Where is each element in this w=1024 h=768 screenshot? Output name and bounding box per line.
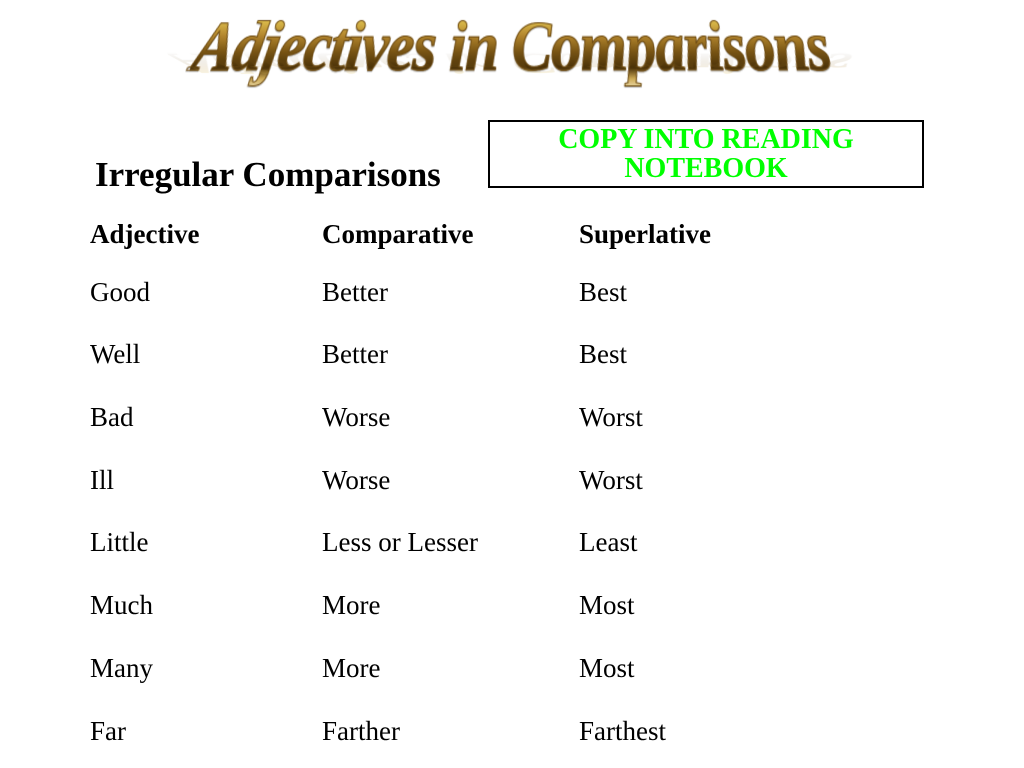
cell-adjective: Bad: [90, 403, 322, 433]
table-row: Well Better Best: [90, 340, 922, 370]
cell-superlative: Worst: [556, 466, 922, 496]
cell-adjective: Ill: [90, 466, 322, 496]
cell-adjective: Little: [90, 528, 322, 558]
cell-superlative: Best: [556, 278, 922, 308]
cell-comparative: More: [322, 654, 556, 684]
table-row: Ill Worse Worst: [90, 466, 922, 496]
table-row: Much More Most: [90, 591, 922, 621]
cell-comparative: Less or Lesser: [322, 528, 556, 558]
table-row: Many More Most: [90, 654, 922, 684]
cell-adjective: Good: [90, 278, 322, 308]
table-row: Little Less or Lesser Least: [90, 528, 922, 558]
cell-superlative: Farthest: [556, 717, 922, 747]
table-row: Bad Worse Worst: [90, 403, 922, 433]
cell-comparative: Worse: [322, 466, 556, 496]
col-header-superlative: Superlative: [556, 220, 922, 250]
cell-comparative: More: [322, 591, 556, 621]
slide: Adjectives in Comparisons Adjectives in …: [0, 0, 1024, 768]
cell-superlative: Most: [556, 591, 922, 621]
callout-box: COPY INTO READING NOTEBOOK: [488, 120, 924, 188]
cell-comparative: Worse: [322, 403, 556, 433]
col-header-adjective: Adjective: [90, 220, 322, 250]
cell-comparative: Better: [322, 340, 556, 370]
subtitle-text: Irregular Comparisons: [95, 155, 441, 194]
cell-superlative: Worst: [556, 403, 922, 433]
cell-adjective: Much: [90, 591, 322, 621]
callout-text: COPY INTO READING NOTEBOOK: [496, 125, 916, 184]
comparison-table: Adjective Comparative Superlative Good B…: [90, 220, 922, 746]
cell-superlative: Least: [556, 528, 922, 558]
title-wordart-reflection: Adjectives in Comparisons: [162, 46, 862, 79]
cell-superlative: Best: [556, 340, 922, 370]
cell-superlative: Most: [556, 654, 922, 684]
subtitle: Irregular Comparisons: [95, 155, 441, 195]
table-row: Good Better Best: [90, 278, 922, 308]
cell-adjective: Many: [90, 654, 322, 684]
cell-adjective: Well: [90, 340, 322, 370]
col-header-comparative: Comparative: [322, 220, 556, 250]
cell-comparative: Farther: [322, 717, 556, 747]
table-header-row: Adjective Comparative Superlative: [90, 220, 922, 250]
cell-comparative: Better: [322, 278, 556, 308]
table-row: Far Farther Farthest: [90, 717, 922, 747]
cell-adjective: Far: [90, 717, 322, 747]
